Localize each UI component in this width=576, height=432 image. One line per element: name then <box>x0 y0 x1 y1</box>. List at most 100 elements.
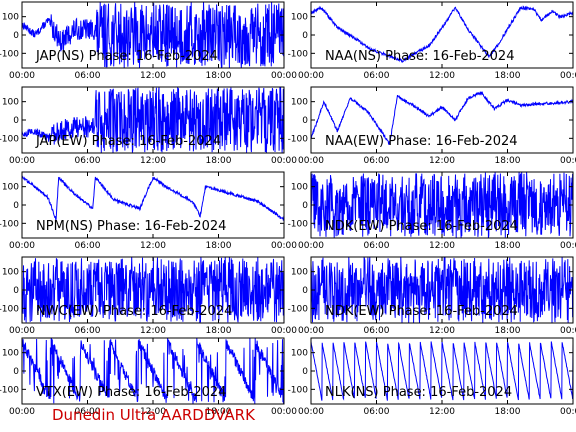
y-tick-label: 100 <box>2 268 19 278</box>
x-tick-label: 00:00 <box>9 326 35 336</box>
x-tick-label: 00:00 <box>560 407 576 417</box>
panel-8: 1000-10000:0006:0012:0018:0000:00NDK(EW)… <box>288 256 576 336</box>
x-tick-label: 18:00 <box>206 156 232 166</box>
y-tick-label: -100 <box>288 304 309 314</box>
y-tick-label: 100 <box>2 183 19 193</box>
x-tick-label: 00:00 <box>298 241 324 251</box>
x-tick-label: 12:00 <box>140 156 166 166</box>
x-tick-label: 00:00 <box>271 241 297 251</box>
series-line <box>22 257 284 323</box>
y-tick-label: -100 <box>288 385 309 395</box>
x-tick-label: 00:00 <box>9 241 35 251</box>
y-tick-label: -100 <box>288 219 309 229</box>
series-line <box>22 338 284 404</box>
y-tick-label: 0 <box>302 286 308 296</box>
x-tick-label: 00:00 <box>298 326 324 336</box>
x-tick-label: 00:00 <box>9 407 35 417</box>
series-line <box>311 257 573 323</box>
x-tick-label: 12:00 <box>140 326 166 336</box>
y-tick-label: 100 <box>2 13 19 23</box>
y-tick-label: -100 <box>0 385 19 395</box>
x-tick-label: 18:00 <box>206 241 232 251</box>
y-tick-label: -100 <box>0 49 19 59</box>
series-line <box>311 91 573 146</box>
x-tick-label: 00:00 <box>560 326 576 336</box>
panel-title: JAP(NS) Phase: 16-Feb-2024 <box>35 49 218 64</box>
x-tick-label: 18:00 <box>495 326 521 336</box>
x-tick-label: 12:00 <box>140 407 166 417</box>
x-tick-label: 06:00 <box>364 407 390 417</box>
x-tick-label: 18:00 <box>495 241 521 251</box>
y-tick-label: 100 <box>291 98 308 108</box>
panel-6: 1000-10000:0006:0012:0018:0000:00NDK(EW)… <box>288 171 576 251</box>
x-tick-label: 06:00 <box>75 407 101 417</box>
x-tick-label: 00:00 <box>298 407 324 417</box>
x-tick-label: 18:00 <box>495 71 521 81</box>
x-tick-label: 06:00 <box>75 71 101 81</box>
y-tick-label: 0 <box>302 31 308 41</box>
x-tick-label: 06:00 <box>75 156 101 166</box>
y-tick-label: 100 <box>291 13 308 23</box>
series-line <box>22 175 284 221</box>
x-tick-label: 18:00 <box>495 407 521 417</box>
x-tick-label: 00:00 <box>560 71 576 81</box>
x-tick-label: 00:00 <box>271 156 297 166</box>
x-tick-label: 00:00 <box>298 71 324 81</box>
panel-title: NLK(NS) Phase: 16-Feb-2024 <box>325 385 512 400</box>
footer-label: Dunedin Ultra AARDDVARK <box>52 406 256 424</box>
x-tick-label: 18:00 <box>206 71 232 81</box>
x-tick-label: 06:00 <box>75 326 101 336</box>
series-line <box>22 87 284 153</box>
y-tick-label: 100 <box>291 349 308 359</box>
panel-title: VTX(EW) Phase: 16-Feb-2024 <box>36 385 226 400</box>
y-tick-label: 0 <box>13 286 19 296</box>
panel-title: NAA(EW) Phase: 16-Feb-2024 <box>325 134 518 149</box>
x-tick-label: 12:00 <box>429 156 455 166</box>
y-tick-label: 0 <box>13 367 19 377</box>
panel-title: NDK(EW) Phase: 16-Feb-2024 <box>325 219 518 234</box>
x-tick-label: 12:00 <box>429 326 455 336</box>
x-tick-label: 06:00 <box>364 71 390 81</box>
panel-2: 1000-10000:0006:0012:0018:0000:00NAA(NS)… <box>288 1 576 81</box>
panel-title: NDK(EW) Phase: 16-Feb-2024 <box>325 304 518 319</box>
y-tick-label: -100 <box>0 304 19 314</box>
x-tick-label: 18:00 <box>495 156 521 166</box>
x-tick-label: 12:00 <box>429 241 455 251</box>
x-tick-label: 06:00 <box>364 241 390 251</box>
y-tick-label: -100 <box>0 219 19 229</box>
y-tick-label: 100 <box>2 98 19 108</box>
series-line <box>22 2 284 68</box>
panel-title: NPM(NS) Phase: 16-Feb-2024 <box>36 219 226 234</box>
y-tick-label: 0 <box>13 201 19 211</box>
y-tick-label: -100 <box>288 49 309 59</box>
x-tick-label: 00:00 <box>9 71 35 81</box>
y-tick-label: 100 <box>291 183 308 193</box>
x-tick-label: 12:00 <box>429 71 455 81</box>
panel-10: 1000-10000:0006:0012:0018:0000:00NLK(NS)… <box>288 337 576 417</box>
x-tick-label: 00:00 <box>271 407 297 417</box>
x-tick-label: 12:00 <box>140 71 166 81</box>
x-tick-label: 00:00 <box>298 156 324 166</box>
x-tick-label: 12:00 <box>429 407 455 417</box>
panel-title: JAP(EW) Phase: 16-Feb-2024 <box>35 134 221 149</box>
x-tick-label: 00:00 <box>271 326 297 336</box>
x-tick-label: 06:00 <box>364 156 390 166</box>
y-tick-label: 0 <box>13 116 19 126</box>
y-tick-label: 0 <box>302 201 308 211</box>
x-tick-label: 00:00 <box>560 156 576 166</box>
x-tick-label: 18:00 <box>206 326 232 336</box>
panel-title: NWC(EW) Phase: 16-Feb-2024 <box>36 304 232 319</box>
series-line <box>311 5 573 64</box>
y-tick-label: 100 <box>291 268 308 278</box>
x-tick-label: 06:00 <box>364 326 390 336</box>
y-tick-label: 100 <box>2 349 19 359</box>
panel-title: NAA(NS) Phase: 16-Feb-2024 <box>325 49 514 64</box>
x-tick-label: 00:00 <box>271 71 297 81</box>
panel-4: 1000-10000:0006:0012:0018:0000:00NAA(EW)… <box>288 86 576 166</box>
y-tick-label: 0 <box>302 367 308 377</box>
